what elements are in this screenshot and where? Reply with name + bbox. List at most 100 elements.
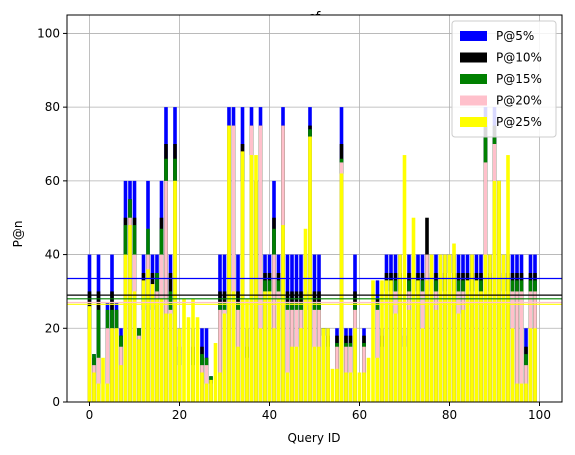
bar — [245, 298, 249, 402]
y-tick-label: 40 — [45, 248, 60, 262]
bar — [105, 328, 110, 402]
x-tick-label: 80 — [442, 408, 457, 422]
x-tick-label: 0 — [86, 408, 94, 422]
bar — [447, 254, 452, 402]
bar — [339, 173, 344, 402]
y-tick-label: 100 — [37, 26, 60, 40]
bar — [146, 269, 150, 402]
legend-label: P@10% — [496, 51, 542, 65]
bar — [344, 372, 348, 402]
legend-swatch — [460, 52, 487, 63]
bar — [416, 280, 420, 402]
bar — [456, 313, 461, 402]
legend-label: P@25% — [496, 115, 542, 129]
bar — [533, 328, 537, 402]
bar — [393, 313, 398, 402]
bar — [204, 383, 209, 402]
x-axis-ticks: 0 20 40 60 80 100 — [86, 402, 551, 422]
bar — [294, 346, 299, 402]
bar — [519, 383, 524, 402]
bar — [213, 343, 218, 402]
bar — [515, 383, 519, 402]
bar — [105, 383, 110, 402]
bar — [258, 328, 263, 402]
bar — [209, 379, 213, 402]
bar — [119, 365, 123, 402]
bar — [200, 372, 204, 402]
bar — [123, 254, 128, 402]
bar — [195, 317, 200, 402]
y-tick-label: 0 — [52, 395, 60, 409]
bar — [231, 125, 236, 403]
bar — [380, 280, 384, 402]
bar — [204, 365, 209, 402]
bar — [285, 372, 290, 402]
plot-frame — [66, 14, 563, 403]
legend-swatch — [460, 74, 487, 84]
bar — [177, 328, 182, 402]
bar — [258, 125, 263, 403]
bar — [483, 254, 488, 402]
bar — [240, 151, 245, 402]
bar — [425, 280, 429, 402]
bar — [272, 328, 276, 402]
bar — [524, 383, 528, 402]
bar — [335, 368, 339, 402]
bar — [398, 254, 402, 402]
bar — [96, 357, 101, 402]
bar — [263, 291, 267, 402]
bar — [326, 328, 330, 402]
bar — [434, 309, 438, 402]
bar — [429, 254, 434, 402]
legend-box — [451, 20, 557, 138]
bar — [159, 298, 164, 402]
bar — [519, 291, 524, 402]
bar — [465, 280, 470, 402]
bar — [411, 217, 416, 402]
bar — [168, 313, 173, 402]
y-tick-label: 60 — [45, 174, 60, 188]
bar — [375, 357, 380, 402]
bar — [141, 280, 146, 402]
bar — [330, 368, 335, 402]
x-tick-label: 100 — [528, 408, 551, 422]
legend-label: P@15% — [496, 72, 542, 86]
bar — [114, 328, 119, 402]
bar — [389, 280, 393, 402]
bar — [353, 328, 357, 402]
bar — [497, 180, 501, 402]
bar — [218, 372, 222, 402]
legend: P@5% P@10% P@15% P@20% P@25% — [451, 20, 557, 138]
bar — [173, 180, 177, 402]
bar — [150, 284, 155, 402]
bar — [191, 298, 195, 402]
bar — [303, 228, 308, 402]
bar — [488, 254, 492, 402]
bar — [132, 291, 137, 402]
bar — [96, 383, 101, 402]
bar — [231, 291, 236, 402]
bar — [128, 225, 132, 402]
bar — [299, 328, 303, 402]
y-tick-label: 80 — [45, 100, 60, 114]
bar — [92, 372, 96, 402]
bar — [227, 125, 231, 403]
bar — [479, 291, 483, 402]
bar — [492, 180, 497, 402]
bar — [222, 313, 227, 402]
x-axis-label: Query ID — [287, 431, 340, 445]
bar — [420, 328, 425, 402]
bar — [281, 225, 285, 402]
y-axis-ticks: 0 20 40 60 80 100 — [37, 26, 67, 409]
bar — [317, 346, 321, 402]
x-tick-label: 20 — [172, 408, 187, 422]
bar — [96, 309, 101, 402]
bar — [438, 254, 443, 402]
bar — [357, 372, 362, 402]
bar — [443, 254, 447, 402]
bar — [371, 280, 375, 402]
bar — [285, 309, 290, 402]
bar — [87, 306, 92, 402]
bar — [186, 317, 191, 402]
